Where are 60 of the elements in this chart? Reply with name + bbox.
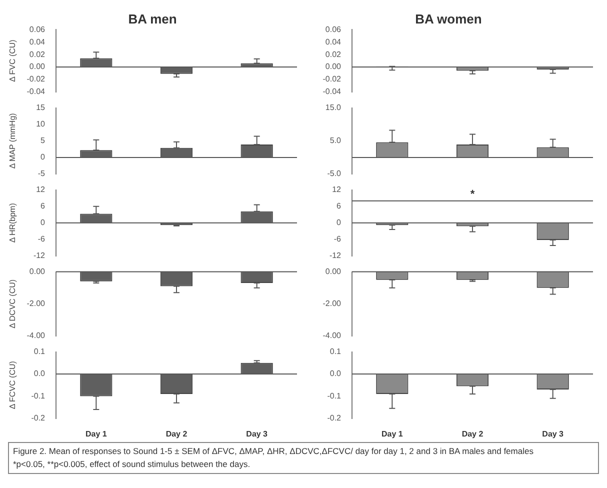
x-tick-label: Day 1: [85, 429, 108, 438]
y-tick-label: 0.02: [325, 50, 342, 59]
y-tick-label: 0: [40, 152, 46, 162]
y-tick-label: -4.00: [322, 331, 342, 340]
y-tick-label: 5.0: [330, 136, 342, 146]
caption: Figure 2. Mean of responses to Sound 1-5 ± SEM of ΔFVC, ΔMAP, ΔHR, ΔDCVC,ΔFCVC/ day for day 1, 2 and 3 in BA males and females: [13, 445, 534, 458]
ref-line-label: *: [470, 188, 476, 200]
x-tick-label: Day 1: [381, 429, 404, 438]
x-tick-label: Day 2: [166, 429, 188, 438]
y-tick-label: 0.06: [29, 24, 46, 34]
x-tick-label: Day 2: [462, 429, 484, 438]
y-tick-label: -0.04: [322, 87, 342, 96]
y-tick-label: 0: [336, 218, 342, 228]
y-tick-label: -0.2: [31, 414, 46, 423]
y-tick-label: -2.00: [26, 299, 46, 308]
y-tick-label: 15.0: [325, 103, 342, 112]
y-tick-label: -5: [38, 169, 46, 178]
y-tick-label: -0.1: [31, 391, 46, 400]
y-tick-label: 5: [40, 136, 46, 146]
text: *p<0.05, **p<0.005, effect of sound stimulus between the days.: [13, 458, 252, 471]
y-tick-label: -0.1: [327, 391, 342, 400]
y-axis-title: Δ FVC (CU): [8, 39, 18, 82]
y-tick-label: -6: [334, 234, 342, 244]
y-tick-label: 0.00: [29, 62, 46, 72]
y-tick-label: 0.0: [34, 369, 46, 378]
y-tick-label: -5.0: [327, 169, 342, 178]
y-tick-label: 0.0: [330, 369, 342, 378]
y-tick-label: 10: [36, 120, 46, 129]
y-tick-label: 0.04: [325, 37, 342, 46]
y-tick-label: 6: [336, 202, 342, 211]
y-tick-label: -4.00: [26, 331, 46, 340]
y-axis-title: Δ MAP (mmHg): [8, 112, 18, 169]
y-tick-label: 12: [36, 185, 46, 194]
y-tick-label: -12: [329, 251, 342, 260]
y-tick-label: 0.00: [29, 267, 46, 276]
y-tick-label: -2.00: [322, 299, 342, 308]
y-tick-label: 0.06: [325, 24, 342, 34]
y-tick-label: -0.04: [26, 87, 46, 96]
x-tick-label: Day 3: [542, 429, 564, 438]
y-tick-label: 0.1: [34, 347, 46, 356]
y-tick-label: 0.00: [325, 62, 342, 72]
y-axis-title: Δ FCVC (CU): [8, 360, 18, 410]
chart-title: BA women: [415, 11, 482, 26]
y-tick-label: 12: [332, 185, 342, 194]
y-tick-label: 6: [40, 202, 46, 211]
y-axis-title: Δ DCVC (CU): [8, 279, 18, 328]
y-axis-title: Δ HR(bpm): [8, 202, 18, 243]
chart-title: BA men: [128, 11, 177, 26]
y-tick-label: -0.02: [26, 74, 46, 84]
y-tick-label: 0: [40, 218, 46, 228]
x-tick-label: Day 3: [246, 429, 268, 438]
y-tick-label: 0.1: [330, 347, 342, 356]
y-tick-label: -0.2: [327, 414, 342, 423]
y-tick-label: 0.02: [29, 50, 46, 59]
y-tick-label: -0.02: [322, 74, 342, 84]
y-tick-label: -6: [38, 234, 46, 244]
y-tick-label: -12: [33, 251, 46, 260]
y-tick-label: 15: [36, 103, 46, 112]
y-tick-label: 0.04: [29, 37, 46, 46]
y-tick-label: 0.00: [325, 267, 342, 276]
